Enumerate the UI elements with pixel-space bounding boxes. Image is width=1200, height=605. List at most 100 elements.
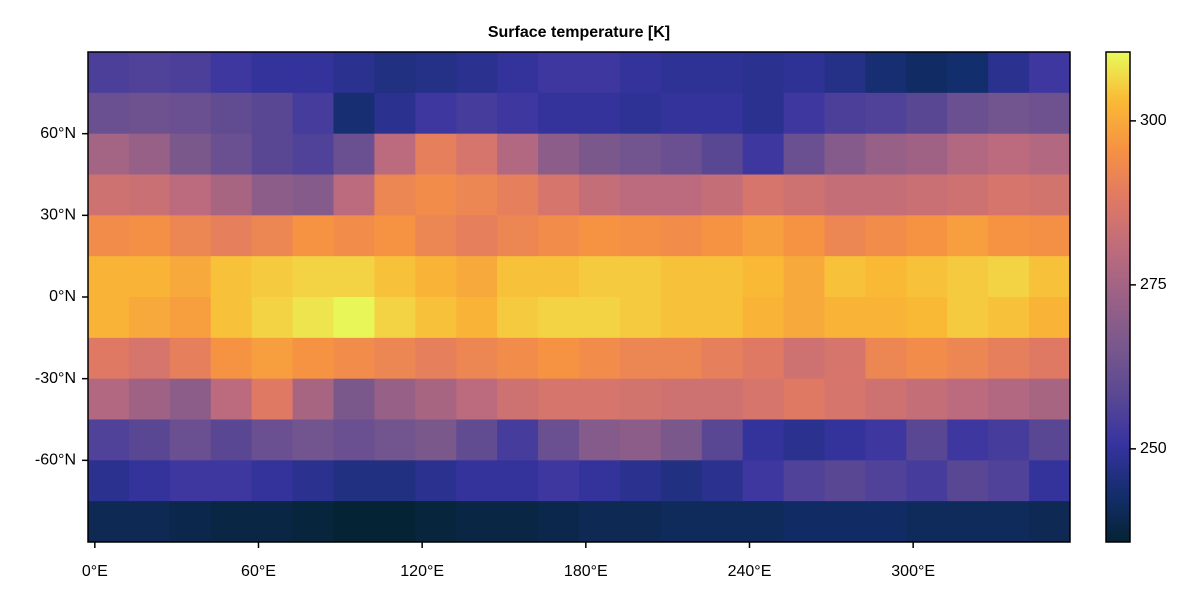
heat-cell [88, 215, 130, 257]
heat-cell [169, 297, 212, 339]
heat-cell [783, 133, 826, 176]
heat-cell [701, 378, 744, 421]
heat-cell [415, 501, 457, 542]
heat-cell [538, 297, 580, 339]
heat-cell [497, 52, 539, 94]
colorbar-tick-label: 275 [1140, 276, 1167, 293]
heat-cell [251, 215, 294, 257]
heat-cell [456, 92, 498, 135]
heat-cell [88, 378, 130, 421]
heat-cell [988, 174, 1030, 216]
heat-cell [988, 337, 1030, 380]
heat-cell [742, 174, 785, 216]
heat-cell [579, 174, 621, 216]
heat-cell [128, 174, 171, 216]
heat-cell [169, 52, 212, 94]
heat-cell [415, 419, 457, 461]
heat-cell [128, 52, 171, 94]
heat-cell [292, 501, 335, 542]
heat-cell [128, 133, 171, 176]
heat-cell [210, 174, 253, 216]
heat-cell [1029, 460, 1070, 502]
heat-cell [865, 378, 907, 421]
heat-cell [742, 52, 785, 94]
heat-cell [374, 297, 416, 339]
chart-title: Surface temperature [K] [488, 24, 670, 41]
heat-cell [783, 378, 826, 421]
heat-cell [824, 501, 867, 542]
heat-cell [619, 174, 662, 216]
heat-cell [333, 52, 376, 94]
heat-cell [1029, 174, 1070, 216]
heat-cell [742, 92, 785, 135]
heat-cell [374, 378, 416, 421]
heat-cell [906, 378, 948, 421]
heat-cell [906, 419, 948, 461]
heat-cell [947, 215, 989, 257]
heat-cell [701, 501, 744, 542]
heat-cell [783, 215, 826, 257]
heat-cell [415, 337, 457, 380]
heat-cell [333, 297, 376, 339]
heat-cell [824, 92, 867, 135]
heat-cell [1029, 133, 1070, 176]
heat-cell [824, 460, 867, 502]
heat-cell [988, 501, 1030, 542]
heat-cell [988, 133, 1030, 176]
heat-cell [579, 297, 621, 339]
heat-cell [660, 337, 703, 380]
heat-cell [538, 419, 580, 461]
heat-cell [619, 378, 662, 421]
heat-cell [947, 460, 989, 502]
heat-cell [128, 378, 171, 421]
heat-cell [701, 337, 744, 380]
heat-cell [456, 256, 498, 298]
heat-cell [415, 256, 457, 298]
heat-cell [1029, 92, 1070, 135]
heat-cell [456, 133, 498, 176]
heat-cell [701, 297, 744, 339]
heat-cell [619, 337, 662, 380]
heat-cell [538, 52, 580, 94]
heat-cell [988, 378, 1030, 421]
plot-area [88, 52, 1070, 542]
heat-cell [579, 378, 621, 421]
heat-cell [251, 419, 294, 461]
heat-cell [742, 501, 785, 542]
heat-cell [701, 52, 744, 94]
heat-cell [210, 337, 253, 380]
heat-cell [988, 460, 1030, 502]
heat-cell [251, 378, 294, 421]
heat-cell [333, 378, 376, 421]
heat-cell [579, 215, 621, 257]
heat-cell [1029, 419, 1070, 461]
heat-cell [701, 92, 744, 135]
heat-cell [292, 256, 335, 298]
heat-cell [824, 419, 867, 461]
heat-cell [742, 215, 785, 257]
x-tick-label: 180°E [564, 563, 608, 580]
heat-cell [1029, 501, 1070, 542]
heat-cell [619, 501, 662, 542]
heat-cell [619, 419, 662, 461]
heat-cell [579, 460, 621, 502]
heat-cell [169, 256, 212, 298]
heat-cell [988, 419, 1030, 461]
y-tick-label: 0°N [49, 288, 76, 305]
heat-cell [824, 52, 867, 94]
heat-cell [906, 297, 948, 339]
heat-cell [169, 378, 212, 421]
heat-cell [660, 501, 703, 542]
heat-cell [947, 378, 989, 421]
heat-cell [169, 215, 212, 257]
heat-cell [579, 501, 621, 542]
heat-cell [333, 460, 376, 502]
heat-cell [333, 174, 376, 216]
heat-cell [374, 460, 416, 502]
heat-cell [128, 501, 171, 542]
heat-cell [88, 92, 130, 135]
heat-cell [660, 174, 703, 216]
y-tick-label: 60°N [40, 125, 76, 142]
heat-cell [701, 174, 744, 216]
